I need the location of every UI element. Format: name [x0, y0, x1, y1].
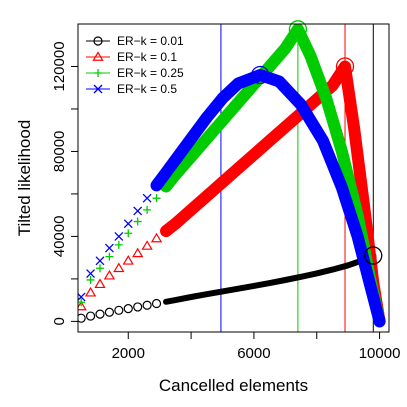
x-tick-label: 10000 [359, 345, 401, 362]
series-plus [78, 24, 386, 328]
series-band [160, 60, 386, 328]
y-axis: 0 40000 80000 120000 [51, 41, 78, 326]
data-point [133, 217, 142, 226]
data-point [143, 205, 152, 214]
legend-item: ER−k = 0.1 [86, 50, 177, 64]
series-triangle [78, 60, 386, 328]
data-point [86, 269, 96, 279]
data-point [95, 309, 105, 319]
data-point [93, 36, 103, 46]
legend-item: ER−k = 0.5 [86, 82, 177, 96]
data-point [114, 240, 123, 249]
series-layer [78, 24, 386, 328]
legend-label: ER−k = 0.25 [117, 66, 184, 80]
data-point [94, 69, 102, 77]
y-tick-label: 120000 [51, 41, 68, 91]
data-point [104, 243, 114, 253]
data-point [123, 219, 133, 229]
data-point [124, 229, 133, 238]
x-axis-title: Cancelled elements [159, 376, 308, 395]
data-point [95, 256, 105, 266]
data-point [151, 298, 162, 309]
data-point [132, 247, 144, 258]
legend: ER−k = 0.01 ER−k = 0.1 ER−k = 0.25 ER−k = 0… [86, 34, 184, 96]
x-tick-label: 6000 [237, 345, 270, 362]
series-band [160, 24, 386, 328]
data-point [152, 194, 161, 203]
data-point [114, 305, 124, 315]
data-point [104, 307, 115, 317]
x-tick-label: 2000 [112, 345, 145, 362]
series-band [150, 69, 386, 328]
data-point [92, 51, 104, 61]
data-point [142, 193, 152, 203]
max-highlight-cross [251, 65, 270, 85]
data-point [86, 275, 95, 284]
plot-frame [77, 23, 390, 333]
data-point [123, 304, 133, 314]
data-point [133, 302, 143, 312]
data-point [78, 313, 86, 323]
legend-item: ER−k = 0.25 [86, 66, 184, 80]
legend-label: ER−k = 0.5 [117, 82, 177, 96]
data-point [103, 269, 116, 280]
data-point [150, 232, 163, 243]
data-point [85, 311, 96, 321]
x-axis: 2000 6000 10000 [112, 332, 401, 362]
data-point [113, 262, 125, 273]
data-point [105, 252, 114, 261]
series-circle [78, 252, 383, 325]
legend-label: ER−k = 0.1 [117, 50, 177, 64]
data-point [142, 300, 152, 310]
data-point [78, 300, 87, 311]
max-highlight-plus [288, 20, 308, 39]
data-point [94, 278, 106, 289]
maximum-highlights [251, 20, 383, 265]
data-point [84, 286, 97, 297]
legend-item: ER−k = 0.01 [86, 34, 184, 48]
data-point [93, 84, 103, 94]
data-point [122, 255, 134, 265]
max-highlight-triangle [335, 57, 355, 76]
data-point [133, 206, 143, 216]
y-tick-label: 80000 [51, 131, 68, 173]
y-axis-title: Tilted likelihood [15, 120, 34, 237]
legend-label: ER−k = 0.01 [117, 34, 184, 48]
data-point [95, 264, 104, 273]
data-point [141, 240, 153, 250]
series-band [163, 252, 383, 325]
y-tick-label: 0 [51, 317, 68, 325]
y-tick-label: 40000 [51, 216, 68, 258]
data-point [114, 231, 124, 241]
max-highlight-circle [364, 246, 383, 265]
